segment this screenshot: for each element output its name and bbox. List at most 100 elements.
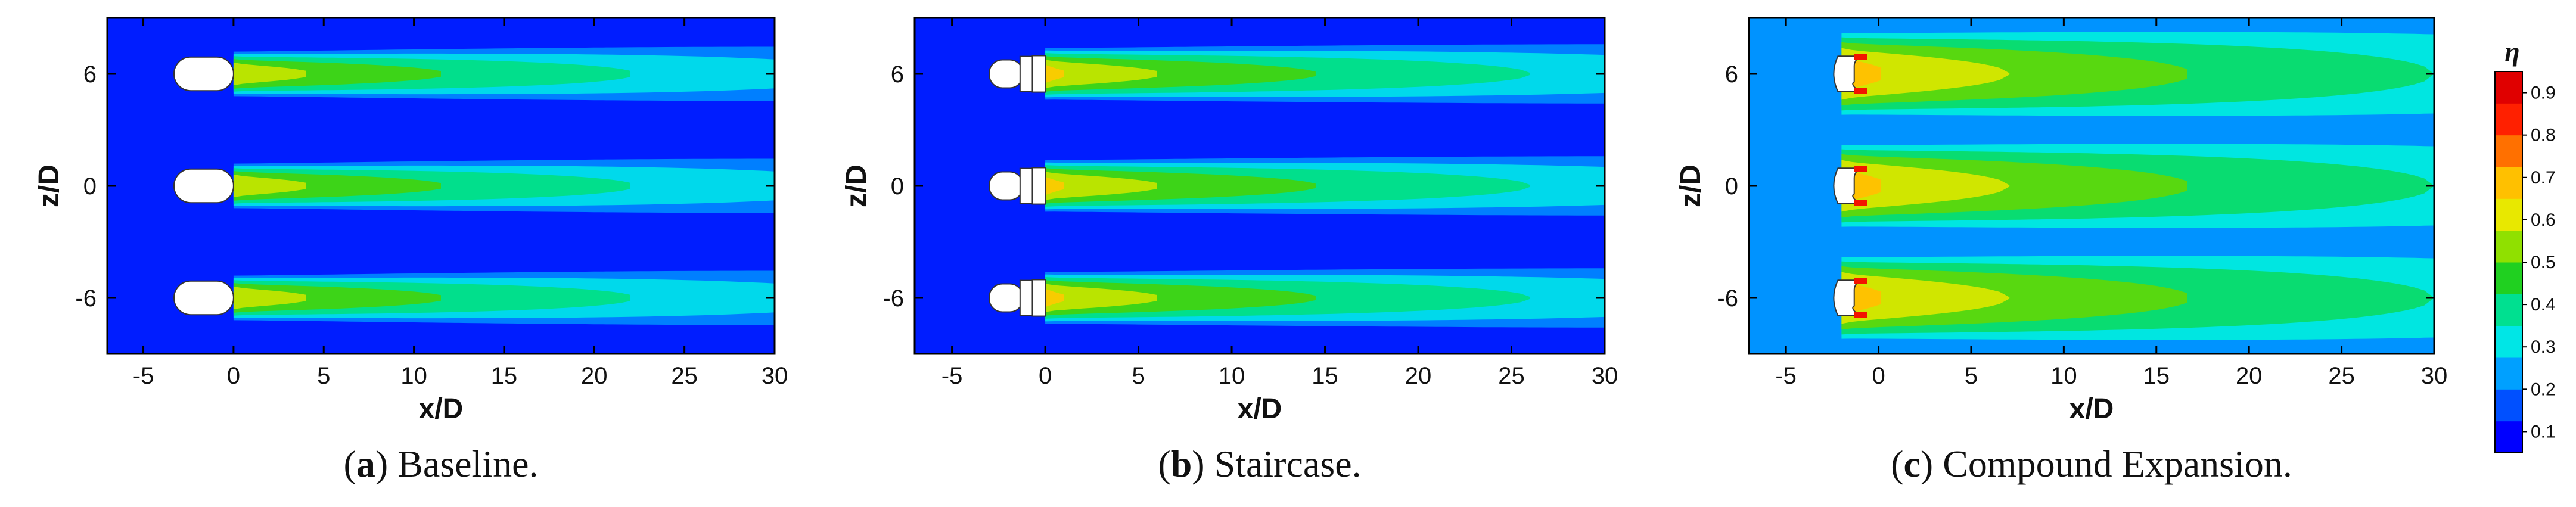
jet-row-2 — [989, 156, 1605, 216]
x-tick-label: 5 — [317, 363, 330, 389]
colorbar-segment — [2495, 198, 2522, 231]
y-tick-label: 0 — [1725, 173, 1738, 200]
x-tick-label: 15 — [1312, 363, 1338, 389]
colorbar-title: η — [2504, 36, 2519, 67]
x-tick-label: 30 — [2421, 363, 2448, 389]
contour-band — [1045, 288, 1064, 307]
colorbar-segment — [2495, 325, 2522, 358]
x-axis-label: x/D — [419, 393, 464, 425]
contour-band — [1045, 60, 1157, 88]
x-tick-label: 0 — [227, 363, 240, 389]
jet-row-3 — [1833, 32, 2434, 116]
y-tick-label: 0 — [83, 173, 97, 200]
jet-row-1 — [173, 270, 775, 325]
hole-outline — [173, 280, 234, 316]
hole-outline — [173, 56, 234, 92]
x-tick-label: 5 — [1965, 363, 1978, 389]
hole-outline — [989, 283, 1024, 313]
x-tick-label: 30 — [1592, 363, 1618, 389]
y-tick-label: 6 — [891, 61, 904, 88]
y-axis: -6 0 6 — [883, 61, 1605, 312]
plot-area — [1749, 18, 2434, 354]
x-tick-label: 10 — [2050, 363, 2077, 389]
hole-lip-bottom — [1854, 200, 1867, 206]
hole-lip-bottom — [1854, 312, 1867, 318]
x-tick-label: -5 — [941, 363, 963, 389]
x-axis-label: x/D — [1238, 393, 1282, 425]
contour-band — [1045, 280, 1316, 316]
contour-band — [233, 174, 306, 198]
x-tick-label: 25 — [2328, 363, 2355, 389]
x-axis: -5 0 5 10 15 20 25 30 — [941, 18, 1618, 389]
contour-band — [1045, 56, 1316, 92]
plot-area — [915, 18, 1605, 354]
colorbar-segment — [2495, 421, 2522, 453]
colorbar-tick-label: 0.8 — [2531, 126, 2556, 145]
x-tick-label: 25 — [1498, 363, 1525, 389]
x-axis-label: x/D — [2069, 393, 2114, 425]
colorbar-segment — [2495, 167, 2522, 199]
y-tick-label: 0 — [891, 173, 904, 200]
hole-lip-bottom — [1854, 88, 1867, 94]
contour-band — [1841, 160, 2010, 212]
hole-outline — [1833, 167, 1863, 204]
hole-lip-top — [1854, 54, 1867, 60]
hole-step-1 — [1019, 167, 1033, 204]
hole-step-1 — [1019, 279, 1033, 316]
jet-row-3 — [989, 44, 1605, 104]
colorbar-tick-label: 0.3 — [2531, 337, 2556, 357]
hole-outline — [1833, 279, 1863, 316]
hole-lip-top — [1854, 166, 1867, 172]
hole-step-2 — [1031, 279, 1046, 317]
contour-band — [1045, 172, 1157, 200]
x-tick-label: 30 — [762, 363, 788, 389]
x-tick-label: -5 — [133, 363, 154, 389]
contour-band — [233, 62, 306, 86]
colorbar-tick-label: 0.1 — [2531, 422, 2556, 441]
panel-caption: (b) Staircase. — [1158, 443, 1361, 485]
x-tick-label: 20 — [1405, 363, 1432, 389]
colorbar-tick-label: 0.4 — [2531, 295, 2556, 315]
colorbar-tick-label: 0.2 — [2531, 380, 2556, 399]
panel-b: -5 0 5 10 15 20 25 30 x/D -6 0 6 z/D (b) Staircase. — [841, 17, 1618, 485]
jet-row-2 — [173, 158, 775, 213]
contour-band — [1045, 176, 1064, 195]
x-axis: -5 0 5 10 15 20 25 30 — [133, 18, 788, 389]
x-tick-label: 20 — [2236, 363, 2263, 389]
colorbar-segment — [2495, 357, 2522, 390]
x-axis: -5 0 5 10 15 20 25 30 — [1775, 18, 2447, 389]
contour-band — [233, 171, 441, 201]
y-tick-label: 6 — [83, 61, 97, 88]
colorbar: η 0.1 0.2 0.3 0.4 0.5 0.6 0.7 0.8 0.9 — [2494, 36, 2556, 453]
y-tick-label: 6 — [1725, 61, 1738, 88]
contour-band — [233, 286, 306, 310]
x-tick-label: 10 — [400, 363, 427, 389]
colorbar-segment — [2495, 389, 2522, 422]
y-axis-label: z/D — [1675, 164, 1707, 207]
colorbar-tick-label: 0.9 — [2531, 83, 2556, 103]
x-tick-label: 0 — [1039, 363, 1052, 389]
hole-outline — [989, 59, 1024, 89]
colorbar-segment — [2495, 103, 2522, 136]
x-tick-label: 10 — [1219, 363, 1245, 389]
plot-area — [107, 18, 775, 354]
y-tick-label: -6 — [883, 285, 904, 312]
colorbar-segment — [2495, 230, 2522, 263]
jet-row-1 — [989, 268, 1605, 328]
hole-step-2 — [1031, 167, 1046, 205]
colorbar-tick-label: 0.6 — [2531, 210, 2556, 230]
contour-band — [1045, 64, 1064, 83]
x-tick-label: 25 — [671, 363, 698, 389]
jet-row-3 — [173, 46, 775, 101]
colorbar-tick-label: 0.7 — [2531, 168, 2556, 188]
hole-lip-top — [1854, 278, 1867, 284]
contour-band — [1045, 168, 1316, 204]
x-tick-label: 15 — [491, 363, 518, 389]
colorbar-segment — [2495, 71, 2522, 104]
contour-band — [1841, 48, 2010, 100]
x-tick-label: 5 — [1132, 363, 1145, 389]
hole-step-1 — [1019, 55, 1033, 92]
panel-caption: (c) Compound Expansion. — [1891, 443, 2292, 485]
jet-row-1 — [1833, 256, 2434, 340]
